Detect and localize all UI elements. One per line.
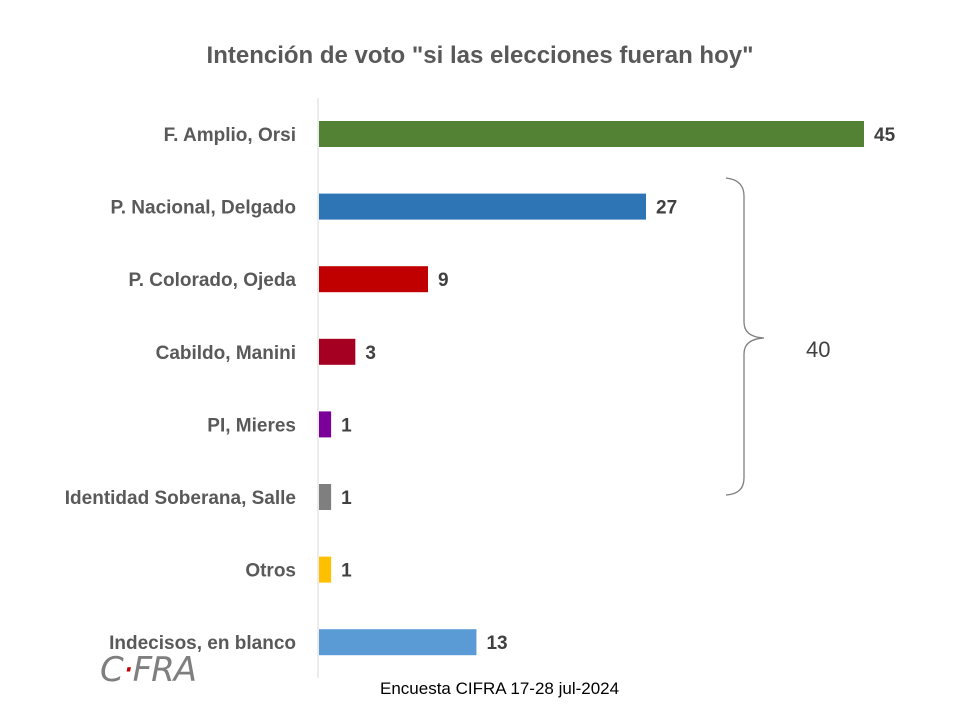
value-label: 3 xyxy=(365,343,376,364)
category-label: P. Colorado, Ojeda xyxy=(128,270,296,291)
category-label: Cabildo, Manini xyxy=(156,343,296,364)
value-label: 1 xyxy=(341,415,352,436)
bar xyxy=(319,411,332,438)
source-note: Encuesta CIFRA 17-28 jul-2024 xyxy=(380,679,620,698)
value-label: 1 xyxy=(341,561,352,582)
value-label: 1 xyxy=(341,488,352,509)
value-label: 9 xyxy=(438,270,449,291)
category-label: Indecisos, en blanco xyxy=(109,633,296,654)
bar xyxy=(319,629,477,656)
grouping-brace-label: 40 xyxy=(806,337,830,362)
category-label: PI, Mieres xyxy=(207,415,296,436)
bar xyxy=(319,338,356,365)
value-label: 13 xyxy=(486,633,507,654)
bar xyxy=(319,556,332,583)
chart-title: Intención de voto "si las elecciones fue… xyxy=(206,42,754,69)
bar xyxy=(319,484,332,510)
bar xyxy=(319,193,646,220)
bar xyxy=(319,266,428,293)
value-label: 45 xyxy=(874,125,896,146)
grouping-brace xyxy=(725,177,765,496)
category-label: Identidad Soberana, Salle xyxy=(65,488,296,509)
category-label: Otros xyxy=(245,561,296,582)
cifra-logo: C·FRA xyxy=(100,650,197,690)
value-label: 27 xyxy=(656,198,677,219)
bar xyxy=(319,121,864,147)
category-label: P. Nacional, Delgado xyxy=(111,198,296,219)
category-label: F. Amplio, Orsi xyxy=(164,125,296,146)
